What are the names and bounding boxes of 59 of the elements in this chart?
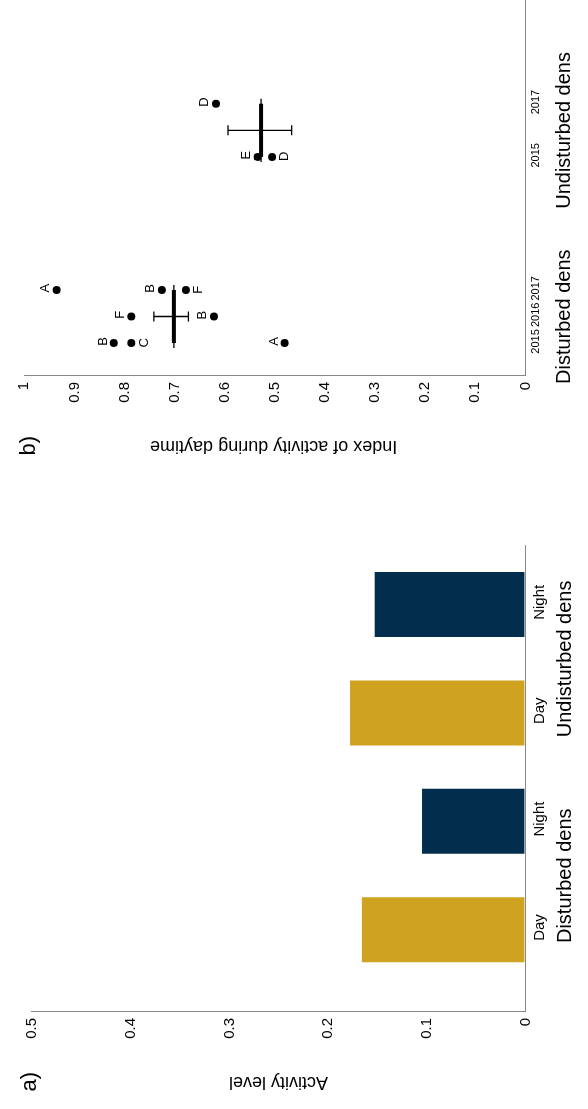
x-tick-label: 0.2 — [415, 382, 433, 403]
x-tick-label: 0 — [515, 382, 533, 391]
point — [127, 312, 136, 321]
point — [181, 285, 190, 294]
point — [109, 339, 118, 348]
x-tick-label: 0.3 — [219, 1018, 237, 1039]
text: Disturbed dens — [552, 808, 575, 944]
bar — [422, 788, 525, 854]
x-tick-label: 0.3 — [365, 382, 383, 403]
data-label: A — [36, 283, 52, 293]
bar — [350, 680, 525, 746]
data-label: D — [196, 97, 212, 107]
point — [280, 339, 289, 348]
text: Disturbed dens — [552, 249, 574, 384]
x-tick-label: 0.8 — [114, 382, 132, 403]
x-axis-title: Activity level — [228, 1073, 328, 1093]
y-tick-label: 2015 — [528, 329, 541, 354]
y-tick-label: Night — [529, 584, 547, 620]
data-label: B — [141, 284, 157, 293]
x-tick-label: 0.4 — [120, 1018, 138, 1039]
point — [268, 152, 277, 161]
y-tick-label: Day — [529, 913, 547, 941]
x-tick-label: 0.9 — [64, 382, 82, 403]
text: Undisturbed dens — [552, 580, 575, 738]
x-tick-label: 1 — [14, 382, 32, 391]
x-tick-label: 0.5 — [22, 1018, 40, 1039]
x-tick-label: 0.1 — [416, 1018, 434, 1039]
bar — [361, 897, 525, 963]
bar — [374, 572, 525, 638]
point — [52, 285, 61, 294]
x-tick-label: 0.6 — [214, 382, 232, 403]
x-tick-label: 0 — [515, 1018, 533, 1027]
data-label: B — [194, 310, 210, 320]
x-tick-label: 0.5 — [264, 382, 282, 403]
x-tick-label: 0.4 — [315, 382, 333, 403]
point — [127, 339, 136, 348]
data-label: D — [276, 151, 292, 162]
text: b) — [15, 435, 41, 456]
text: Undisturbed dens — [552, 52, 575, 209]
x-tick-label: 0.2 — [318, 1018, 336, 1039]
x-tick-label: 0.1 — [465, 382, 483, 403]
data-label: B — [94, 337, 110, 346]
x-axis-title: Index of activity during daytime — [150, 437, 398, 457]
x-tick-label: 0.7 — [164, 382, 182, 403]
point — [209, 312, 218, 321]
y-tick-label: 2017 — [528, 89, 541, 115]
text: a) — [16, 1071, 42, 1092]
point — [211, 99, 220, 108]
y-tick-label: Day — [529, 696, 547, 725]
y-tick-label: 2017 — [528, 276, 541, 301]
data-label: F — [190, 285, 206, 294]
data-label: C — [136, 338, 152, 348]
point — [157, 285, 166, 294]
y-tick-label: Night — [529, 800, 547, 837]
y-tick-label: 2016 — [528, 302, 541, 328]
y-tick-label: 2015 — [528, 143, 541, 168]
data-label: A — [265, 336, 281, 346]
data-label: F — [111, 310, 127, 319]
data-label: E — [237, 150, 253, 160]
